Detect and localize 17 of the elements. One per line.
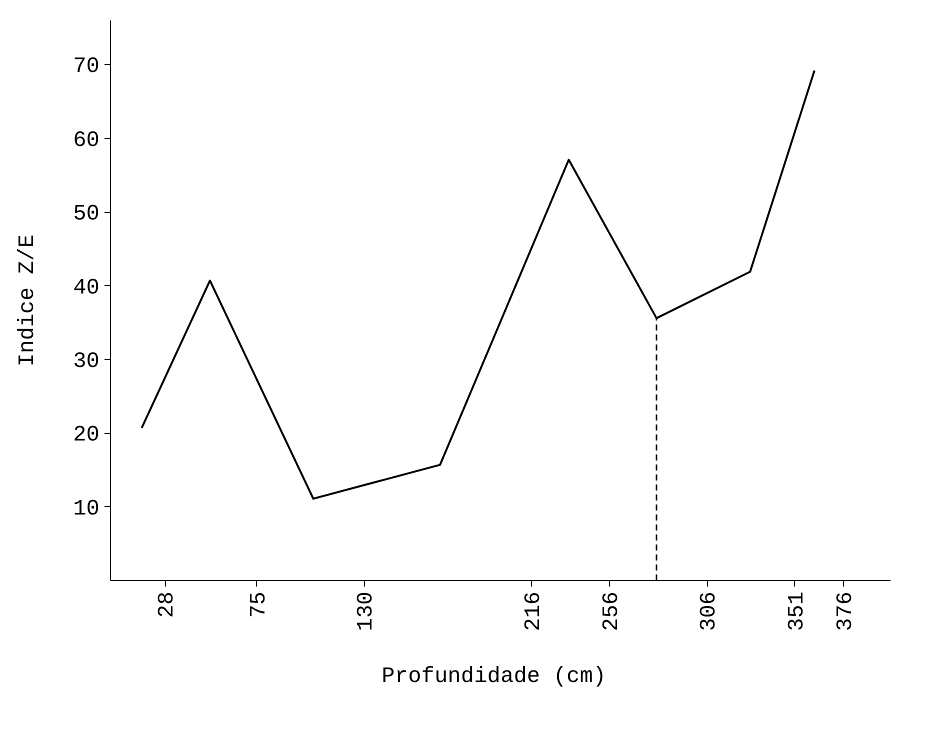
x-tick-label: 130 — [354, 591, 378, 632]
y-tick-label: 40 — [73, 275, 100, 300]
x-tick-label: 376 — [833, 591, 858, 632]
y-tick-label: 60 — [73, 128, 100, 153]
y-tick-label: 10 — [73, 496, 100, 522]
x-tick-label: 28 — [154, 592, 180, 618]
y-tick-label: 30 — [73, 348, 100, 374]
x-tick-label: 75 — [246, 592, 272, 618]
x-tick-label: 216 — [521, 591, 546, 632]
x-tick-label: 306 — [696, 591, 722, 632]
y-tick-label: 70 — [73, 54, 100, 80]
y-tick-label: 20 — [73, 422, 100, 448]
x-axis-title: Profundidade (cm) — [382, 664, 606, 690]
y-tick-label: 50 — [73, 202, 100, 227]
x-tick-label: 256 — [599, 591, 624, 632]
x-tick-label: 351 — [784, 591, 810, 632]
y-axis-title: Indice Z/E — [15, 234, 40, 367]
